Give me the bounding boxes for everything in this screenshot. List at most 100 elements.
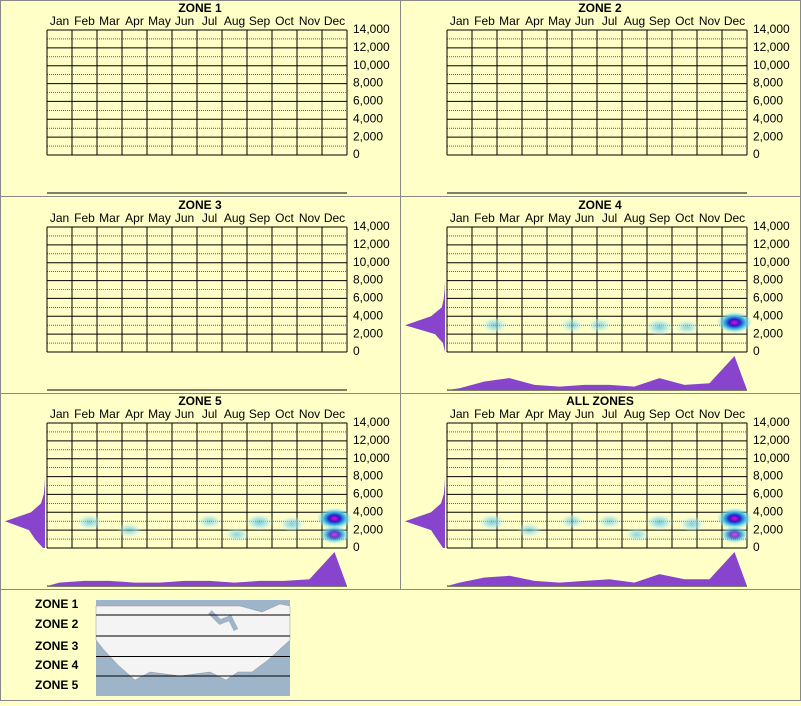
x-tick-label: Feb (474, 407, 495, 421)
x-tick-label: Aug (624, 407, 645, 421)
y-tick-label: 6,000 (353, 291, 383, 305)
x-tick-label: Nov (699, 14, 720, 28)
x-tick-label: Sep (249, 407, 271, 421)
x-tick-label: Feb (74, 407, 95, 421)
zone-label: ZONE 5 (35, 678, 79, 692)
x-tick-label: Dec (724, 14, 745, 28)
y-tick-label: 2,000 (353, 522, 383, 536)
y-tick-label: 8,000 (753, 76, 783, 90)
heat-spot (645, 318, 674, 336)
x-tick-label: Apr (125, 14, 144, 28)
panel-title: ZONE 2 (578, 1, 622, 15)
x-tick-label: Nov (299, 14, 320, 28)
y-tick-label: 0 (353, 344, 360, 358)
y-tick-label: 12,000 (753, 237, 790, 251)
x-tick-label: Jun (575, 211, 594, 225)
x-tick-label: Jan (450, 14, 469, 28)
x-tick-label: Dec (724, 211, 745, 225)
y-tick-label: 10,000 (353, 451, 390, 465)
zone-label: ZONE 3 (35, 639, 79, 653)
y-tick-label: 0 (353, 147, 360, 161)
x-tick-label: Sep (649, 211, 671, 225)
y-tick-label: 8,000 (753, 469, 783, 483)
y-tick-label: 10,000 (753, 451, 790, 465)
y-tick-label: 6,000 (353, 94, 383, 108)
x-tick-label: Oct (275, 211, 294, 225)
y-tick-label: 2,000 (353, 326, 383, 340)
y-density (405, 227, 445, 352)
y-tick-label: 10,000 (753, 58, 790, 72)
y-tick-label: 14,000 (753, 22, 790, 36)
zone-label: ZONE 4 (35, 658, 79, 672)
x-tick-label: Jul (602, 211, 617, 225)
y-tick-label: 4,000 (353, 111, 383, 125)
x-tick-label: Aug (624, 211, 645, 225)
x-tick-label: Oct (275, 14, 294, 28)
x-tick-label: Dec (324, 14, 345, 28)
panel-title: ALL ZONES (566, 394, 634, 408)
x-tick-label: Nov (299, 211, 320, 225)
heat-spot (481, 317, 508, 334)
y-tick-label: 12,000 (753, 40, 790, 54)
x-tick-label: Jun (575, 14, 594, 28)
x-tick-label: Oct (675, 211, 694, 225)
heat-spot (674, 319, 700, 335)
heat-spot (645, 513, 674, 531)
x-tick-label: Jul (202, 211, 217, 225)
x-tick-label: Apr (525, 211, 544, 225)
x-tick-label: Mar (99, 211, 120, 225)
x-tick-label: Nov (699, 211, 720, 225)
x-tick-label: Apr (525, 14, 544, 28)
x-tick-label: Jan (50, 14, 69, 28)
y-tick-label: 10,000 (353, 58, 390, 72)
x-tick-label: Jan (450, 211, 469, 225)
heat-spot (587, 317, 612, 333)
x-tick-label: Oct (275, 407, 294, 421)
y-tick-label: 2,000 (753, 522, 783, 536)
x-tick-label: Aug (224, 211, 245, 225)
x-tick-label: May (548, 211, 571, 225)
y-tick-label: 10,000 (353, 255, 390, 269)
y-tick-label: 0 (753, 344, 760, 358)
x-tick-label: Feb (474, 211, 495, 225)
x-tick-label: May (548, 407, 571, 421)
x-tick-label: Jun (175, 407, 194, 421)
heat-spot (678, 515, 706, 532)
heat-spot (517, 522, 542, 538)
x-tick-label: Jun (575, 407, 594, 421)
x-tick-label: Sep (249, 14, 271, 28)
x-tick-label: Mar (99, 14, 120, 28)
y-tick-label: 14,000 (353, 415, 390, 429)
zone-label: ZONE 1 (35, 597, 79, 611)
x-tick-label: Feb (74, 14, 95, 28)
x-tick-label: Sep (649, 407, 671, 421)
x-tick-label: Oct (675, 14, 694, 28)
x-tick-label: Mar (499, 14, 520, 28)
x-tick-label: May (548, 14, 571, 28)
y-density (405, 423, 445, 548)
heat-spot (478, 513, 506, 531)
y-tick-label: 12,000 (353, 40, 390, 54)
panel-title: ZONE 5 (178, 394, 222, 408)
x-tick-label: Jul (202, 407, 217, 421)
x-tick-label: Aug (224, 14, 245, 28)
heat-spot (197, 513, 222, 529)
y-tick-label: 4,000 (753, 111, 783, 125)
x-tick-label: Feb (474, 14, 495, 28)
x-tick-label: Aug (624, 14, 645, 28)
y-tick-label: 6,000 (353, 487, 383, 501)
x-tick-label: Jan (50, 211, 69, 225)
y-tick-label: 4,000 (353, 308, 383, 322)
y-tick-label: 6,000 (753, 487, 783, 501)
x-tick-label: Dec (324, 407, 345, 421)
y-tick-label: 14,000 (753, 219, 790, 233)
heat-spot (316, 507, 353, 530)
y-tick-label: 12,000 (753, 433, 790, 447)
x-tick-label: Apr (525, 407, 544, 421)
heat-spot (624, 527, 650, 543)
x-tick-label: Aug (224, 407, 245, 421)
y-tick-label: 14,000 (753, 415, 790, 429)
y-tick-label: 2,000 (353, 129, 383, 143)
x-tick-label: Nov (299, 407, 320, 421)
